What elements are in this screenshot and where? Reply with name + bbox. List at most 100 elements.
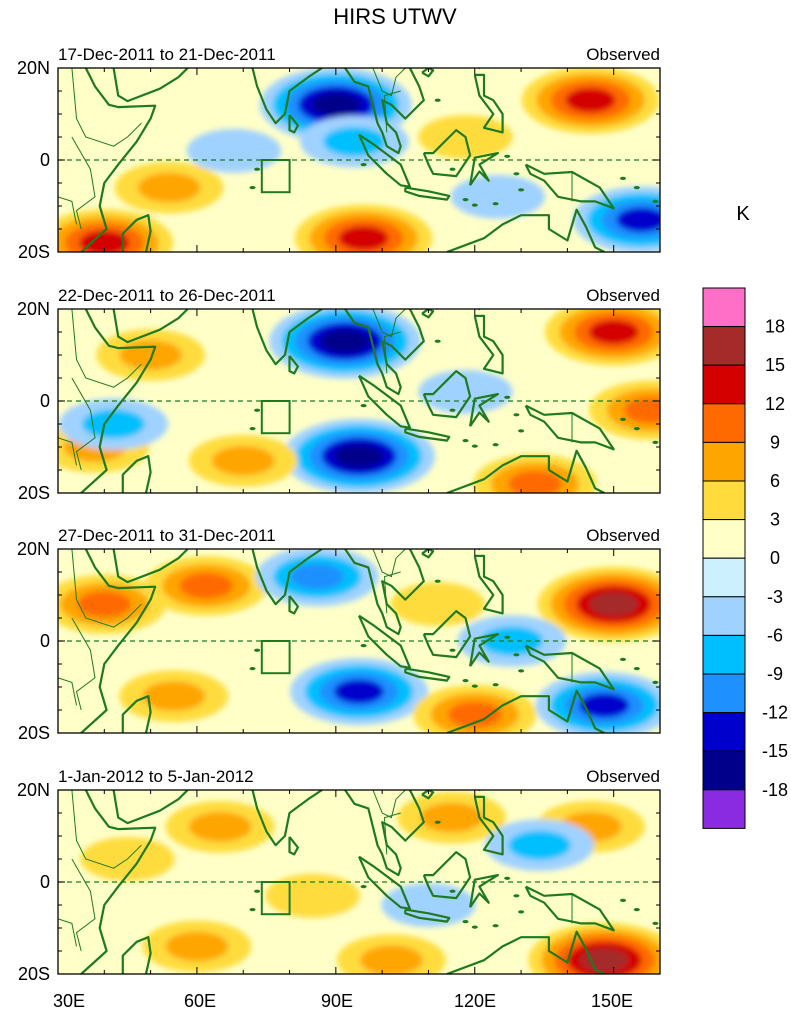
panel-observed-label: Observed xyxy=(586,526,660,545)
island-10 xyxy=(633,908,640,912)
island-9 xyxy=(620,176,626,180)
coastline-6 xyxy=(357,614,411,669)
anomaly-3-4-level-3 xyxy=(290,563,344,590)
colorbar-label-3: 12 xyxy=(765,394,785,414)
coastline-3 xyxy=(234,549,323,606)
anomaly-2-3-level-2 xyxy=(119,340,182,370)
y-tick-label: 20S xyxy=(18,964,50,984)
island-9 xyxy=(620,417,626,421)
island-6 xyxy=(492,202,499,206)
colorbar-swatch-2 xyxy=(702,326,746,366)
colorbar-labels: 18 15 12 9 6 3 0 -3 -6 -9 -12 -15 -18 xyxy=(762,317,788,800)
panel-observed-label: Observed xyxy=(586,767,660,786)
anomaly-2-8-level-2 xyxy=(82,409,145,439)
border-1 xyxy=(71,790,142,869)
coastline-10 xyxy=(473,73,504,134)
island-8 xyxy=(462,920,469,924)
anomaly-4-9-level-5 xyxy=(580,948,629,973)
coastline-2 xyxy=(112,549,189,584)
island-2 xyxy=(249,908,256,912)
y-tick-label: 0 xyxy=(40,150,50,170)
coastline-2 xyxy=(112,68,189,103)
y-tick-label: 0 xyxy=(40,631,50,651)
coastline-14 xyxy=(478,68,481,70)
border-4 xyxy=(372,549,406,578)
anomaly-2-9-level-1 xyxy=(418,369,513,414)
panel-date-range: 22-Dec-2011 to 26-Dec-2011 xyxy=(58,286,276,305)
coastline-4 xyxy=(344,68,425,155)
coastline-8 xyxy=(422,851,472,900)
coastline-6 xyxy=(357,374,411,429)
border-5 xyxy=(383,90,401,133)
colorbar-swatch-8 xyxy=(702,557,746,598)
y-tick-label: 0 xyxy=(40,391,50,411)
colorbar-label-6: 3 xyxy=(770,510,780,530)
x-tick-label-90e: 90E xyxy=(321,991,353,1011)
anomaly-2-7-level-3 xyxy=(508,470,562,493)
border-5 xyxy=(383,812,401,855)
anomaly-1-4-level-2 xyxy=(137,172,201,203)
coastline-1 xyxy=(80,549,157,733)
coastline-5 xyxy=(288,355,299,375)
border-1 xyxy=(71,309,142,388)
colorbar-unit: K xyxy=(736,203,750,225)
reference-box xyxy=(260,159,291,194)
coastline-4 xyxy=(344,790,425,877)
island-3 xyxy=(504,395,511,399)
coastline-11 xyxy=(524,404,615,451)
coastline-1 xyxy=(80,309,157,493)
anomaly-1-8-level-4 xyxy=(616,207,660,232)
anomaly-1-5-level-4 xyxy=(338,226,389,251)
coastline-12 xyxy=(446,208,605,252)
anomaly-4-8-level-2 xyxy=(360,945,423,974)
coastline-12 xyxy=(446,689,605,733)
anomaly-3-5-level-4 xyxy=(334,679,384,704)
border-4 xyxy=(372,309,406,338)
anomaly-1-10-level-1 xyxy=(450,174,546,219)
y-tick-label: 20N xyxy=(17,539,50,559)
coastline-8 xyxy=(422,370,472,419)
border-5 xyxy=(383,571,401,614)
border-2 xyxy=(71,136,96,230)
y-tick-label: 20N xyxy=(17,58,50,78)
anomaly-1-2-level-2 xyxy=(323,126,386,157)
coastline-13 xyxy=(121,936,152,974)
coastline-12 xyxy=(446,930,605,974)
anomaly-1-7-level-4 xyxy=(565,88,616,113)
anomaly-2-6-level-2 xyxy=(211,446,275,476)
coastline-13 xyxy=(121,214,152,252)
coastline-15 xyxy=(421,309,435,319)
coastline-11 xyxy=(524,163,615,210)
anomaly-3-6-level-4 xyxy=(579,693,630,718)
colorbar-label-12: -15 xyxy=(762,741,788,761)
border-1 xyxy=(71,68,142,147)
island-10 xyxy=(633,186,640,190)
y-tick-label: 20S xyxy=(18,242,50,262)
island-11 xyxy=(652,199,659,203)
coastline-7 xyxy=(404,667,451,682)
island-5 xyxy=(518,910,525,914)
colorbar-swatch-4 xyxy=(702,403,746,443)
anomaly-2-10-level-3 xyxy=(624,397,660,424)
island-6 xyxy=(492,443,499,447)
colorbar-label-5: 6 xyxy=(770,471,780,491)
anomaly-4-1-level-2 xyxy=(188,812,252,842)
border-1 xyxy=(71,549,142,628)
island-3 xyxy=(504,876,511,880)
border-4 xyxy=(372,790,406,819)
colorbar-swatch-5 xyxy=(702,441,746,482)
border-3 xyxy=(58,677,77,706)
reference-box xyxy=(260,400,291,435)
island-12 xyxy=(434,339,441,343)
colorbar: K 18 15 12 9 6 3 0 -3 -6 -9 -12 -15 -18 xyxy=(702,203,788,829)
colorbar-swatch-12 xyxy=(702,712,746,752)
colorbar-label-11: -12 xyxy=(762,703,788,723)
border-5 xyxy=(383,331,401,374)
coastline-15 xyxy=(421,790,435,800)
colorbar-label-9: -6 xyxy=(767,625,783,645)
colorbar-swatch-13 xyxy=(702,750,746,791)
island-7 xyxy=(471,925,478,929)
island-7 xyxy=(471,684,478,688)
island-1 xyxy=(254,167,261,171)
island-1 xyxy=(254,408,261,412)
